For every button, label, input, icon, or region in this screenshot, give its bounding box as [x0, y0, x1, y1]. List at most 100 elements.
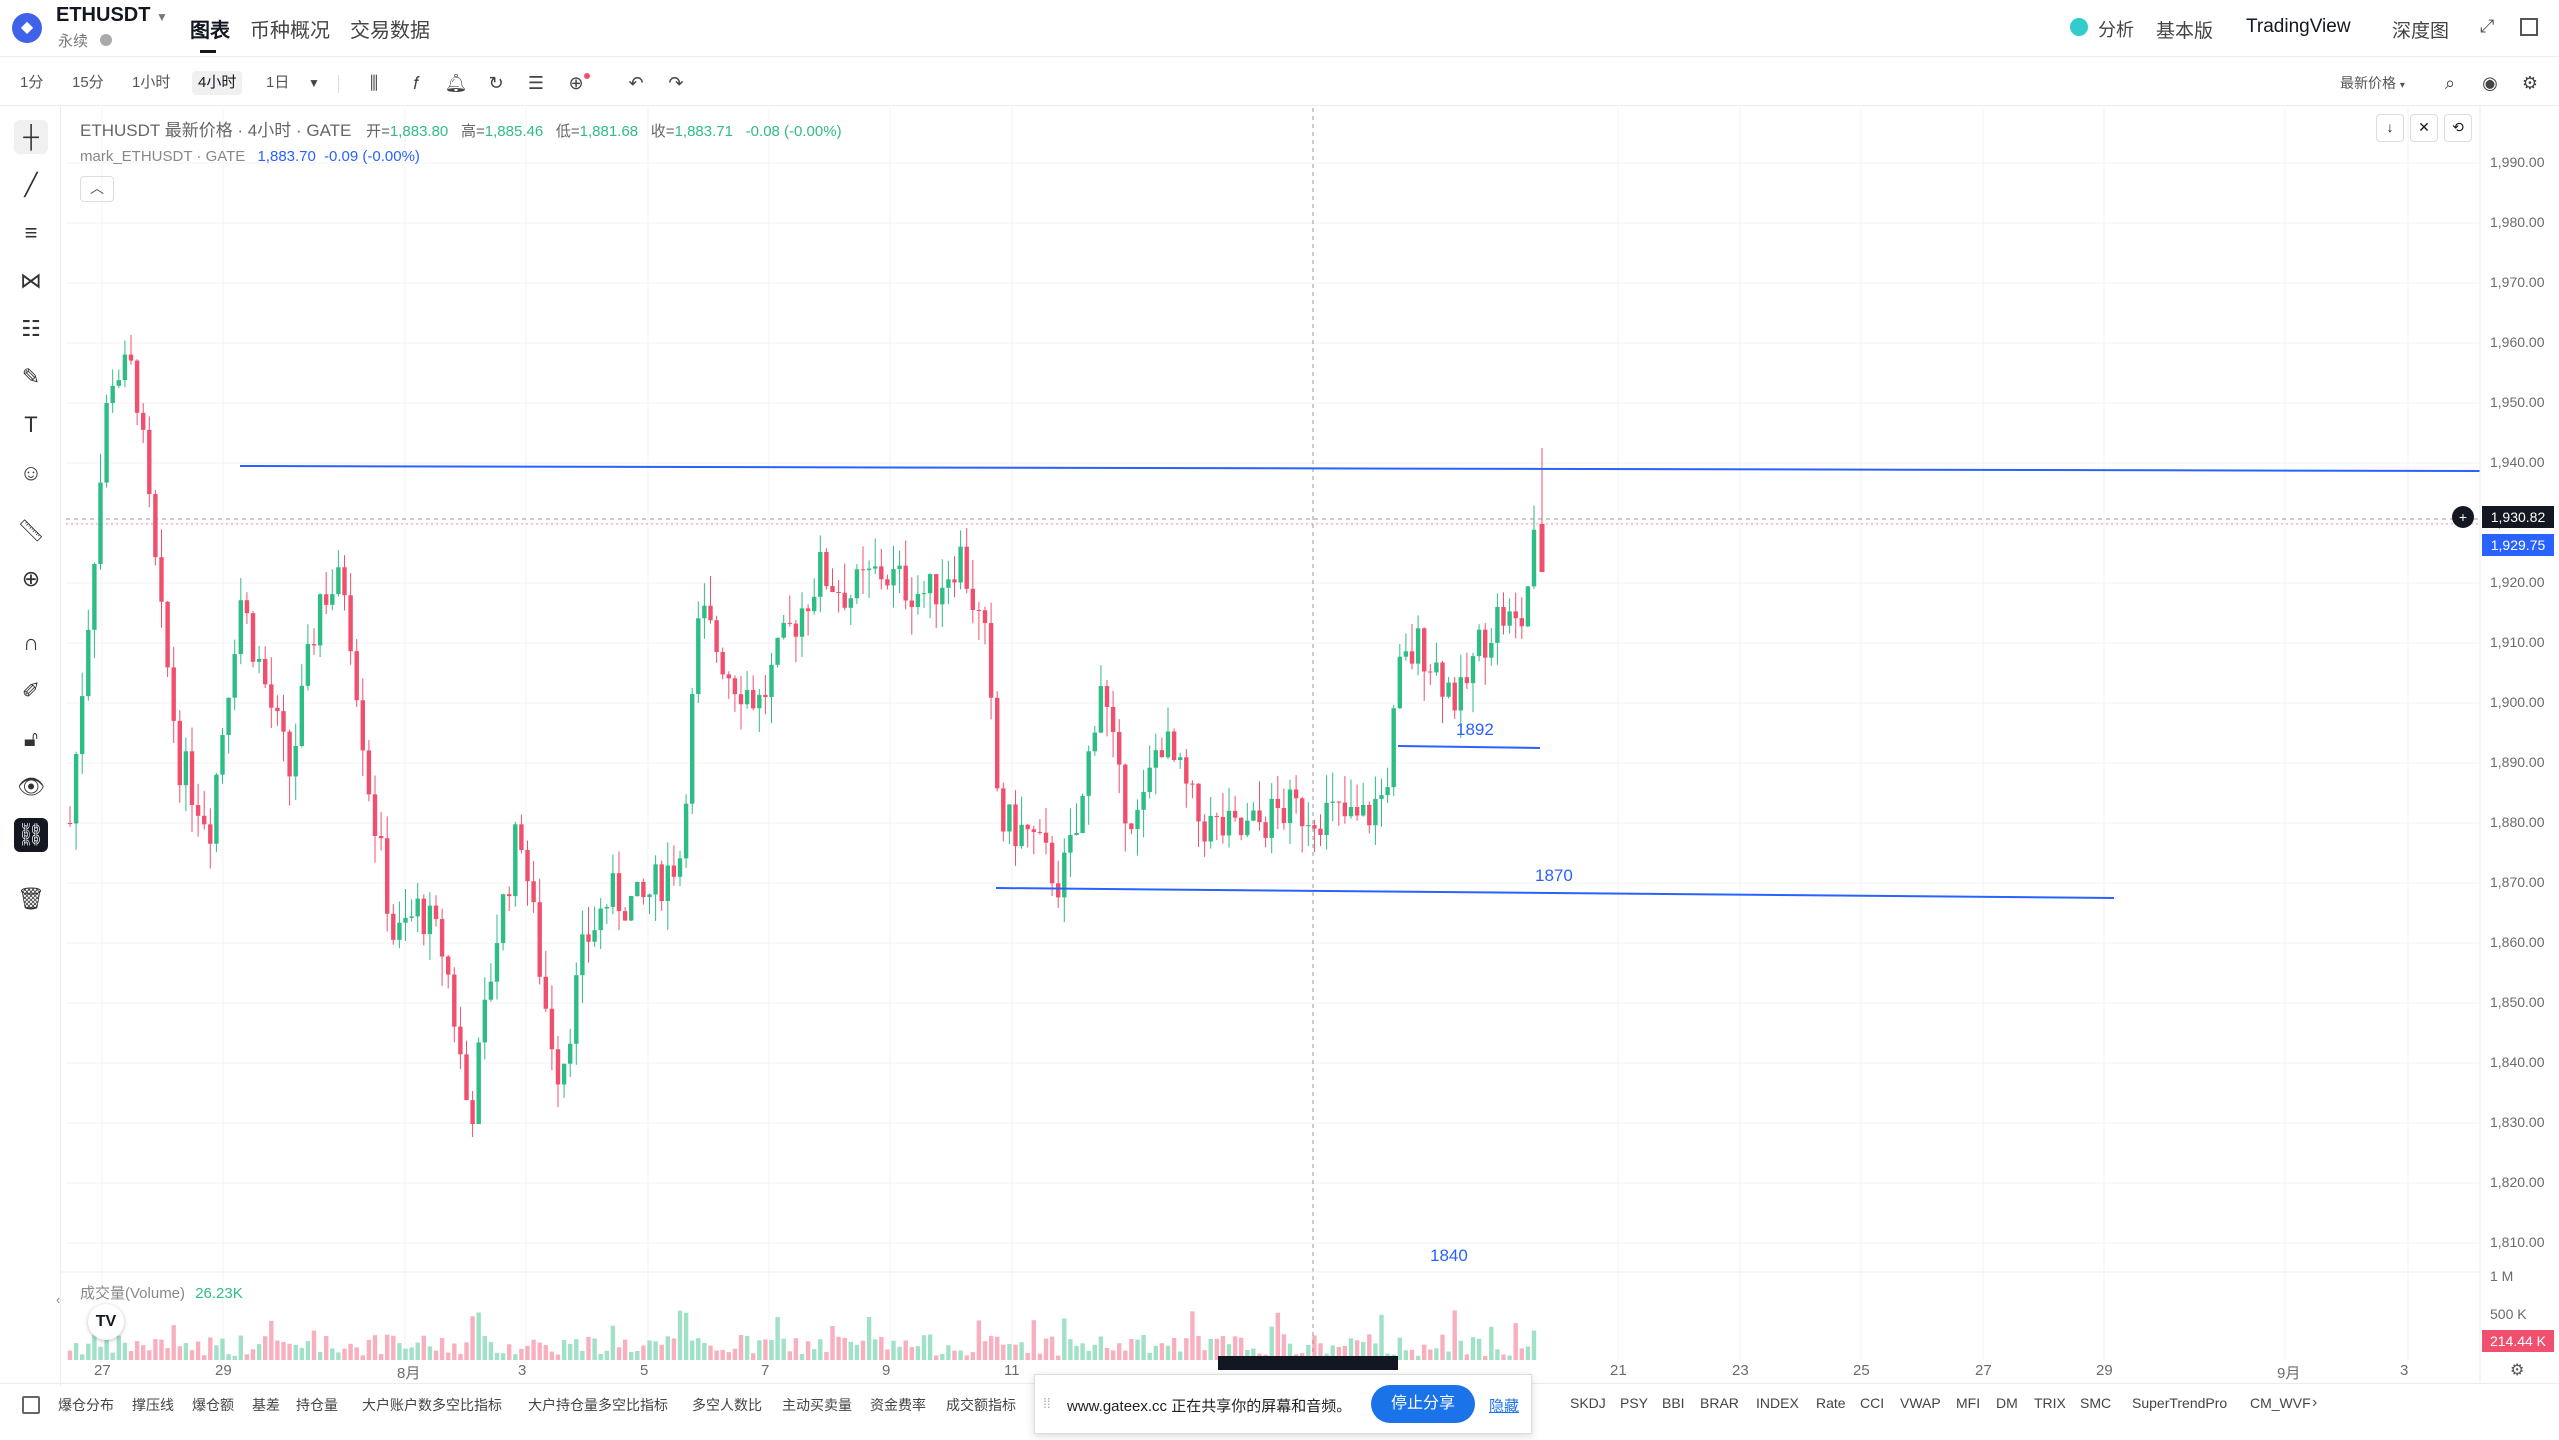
- pattern-icon[interactable]: ⋈: [20, 268, 42, 293]
- interval-1h[interactable]: 1小时: [132, 74, 171, 91]
- crosshair-add-icon[interactable]: +: [2452, 506, 2474, 528]
- analysis-link[interactable]: 分析: [2098, 20, 2134, 40]
- gear-icon[interactable]: ⚙: [2521, 73, 2539, 93]
- indicator-item[interactable]: SMC: [2080, 1395, 2112, 1411]
- indicator-item[interactable]: CCI: [1860, 1395, 1885, 1411]
- indicator-item[interactable]: 大户持仓量多空比指标: [528, 1397, 668, 1413]
- expand-icon[interactable]: ⤢: [2480, 16, 2495, 36]
- indicator-item[interactable]: MFI: [1956, 1395, 1981, 1411]
- scroll-down-icon[interactable]: ↓: [2376, 114, 2404, 142]
- price-chart[interactable]: [61, 106, 2559, 1382]
- volume-bar: [635, 1351, 640, 1360]
- indicator-item[interactable]: 爆仓额: [192, 1397, 234, 1413]
- ruler-icon[interactable]: 📏︎: [17, 518, 45, 543]
- stop-sharing-button[interactable]: 停止分享: [1371, 1385, 1475, 1423]
- candle-body: [1220, 816, 1226, 836]
- indicator-item[interactable]: SKDJ: [1570, 1395, 1606, 1411]
- indicator-item[interactable]: 主动买卖量: [782, 1397, 852, 1413]
- indicator-item[interactable]: INDEX: [1756, 1395, 1799, 1411]
- brush-icon[interactable]: ✎: [21, 364, 41, 389]
- candle-body: [73, 754, 79, 824]
- volume-bar: [458, 1353, 463, 1360]
- hide-banner-link[interactable]: 隐藏: [1489, 1398, 1520, 1415]
- replay-icon[interactable]: ↻: [488, 73, 504, 93]
- candle-body: [604, 906, 609, 909]
- horizontal-lines-icon[interactable]: ≡: [24, 220, 38, 245]
- collapse-legend-button[interactable]: ︿: [80, 176, 114, 202]
- candle-body: [1373, 798, 1378, 826]
- x-axis-label: 27: [1975, 1362, 1992, 1379]
- eye-icon[interactable]: 👁︎: [17, 774, 45, 799]
- collapse-icon[interactable]: ✕: [2410, 114, 2438, 142]
- volume-bar: [854, 1344, 860, 1360]
- indicator-item[interactable]: 爆仓分布: [58, 1397, 114, 1413]
- templates-icon[interactable]: ☰: [527, 73, 545, 93]
- refresh-icon[interactable]: ⟲: [2444, 114, 2472, 142]
- indicator-item[interactable]: BRAR: [1700, 1395, 1739, 1411]
- candle-body: [1422, 628, 1427, 672]
- trend-line-icon[interactable]: ╱: [24, 172, 38, 197]
- camera-icon[interactable]: ◉: [2482, 73, 2498, 93]
- basic-view-link[interactable]: 基本版: [2156, 21, 2214, 42]
- volume-bar: [1519, 1348, 1524, 1360]
- indicator-item[interactable]: 多空人数比: [692, 1397, 762, 1413]
- share-message: www.gateex.cc 正在共享你的屏幕和音频。: [1067, 1398, 1352, 1415]
- tradingview-link[interactable]: TradingView: [2246, 16, 2351, 37]
- interval-1d[interactable]: 1日: [266, 74, 290, 91]
- interval-4h[interactable]: 4小时: [192, 71, 243, 95]
- candlestick-type-icon[interactable]: ⫼: [369, 73, 379, 93]
- tab-coin-overview[interactable]: 币种概况: [250, 20, 330, 42]
- indicator-item[interactable]: BBI: [1662, 1395, 1685, 1411]
- lock-pen-icon[interactable]: ✐: [21, 678, 41, 703]
- tab-chart[interactable]: 图表: [190, 20, 230, 42]
- undo-icon[interactable]: ↶: [628, 73, 644, 93]
- indicator-item[interactable]: 资金费率: [870, 1397, 926, 1413]
- indicator-item[interactable]: 持仓量: [296, 1397, 338, 1413]
- indicator-item[interactable]: SuperTrendPro: [2132, 1395, 2228, 1411]
- candle-body: [476, 1042, 481, 1125]
- indicator-item[interactable]: CM_WVF: [2250, 1395, 2311, 1411]
- price-type-selector[interactable]: 最新价格 ▾: [2334, 71, 2411, 95]
- chevron-down-icon[interactable]: ▼: [308, 76, 320, 90]
- indicator-item[interactable]: TRIX: [2034, 1395, 2066, 1411]
- candle-body: [616, 873, 622, 912]
- indicators-icon[interactable]: 𝑓: [413, 73, 419, 93]
- indicator-item[interactable]: 基差: [252, 1397, 280, 1413]
- volume-bar: [1178, 1351, 1183, 1360]
- volume-bar: [1446, 1351, 1451, 1360]
- indicator-item[interactable]: DM: [1996, 1395, 2018, 1411]
- magnet-icon[interactable]: ∩: [23, 630, 39, 655]
- indicator-item[interactable]: VWAP: [1900, 1395, 1941, 1411]
- trash-icon[interactable]: 🗑︎: [17, 886, 45, 911]
- indicator-item[interactable]: 大户账户数多空比指标: [362, 1397, 502, 1413]
- indicator-item[interactable]: Rate: [1816, 1395, 1846, 1411]
- emoji-icon[interactable]: ☺: [19, 460, 43, 485]
- interval-1m[interactable]: 1分: [20, 74, 44, 91]
- crosshair-icon[interactable]: ┼: [14, 120, 48, 154]
- collapse-volume-icon[interactable]: ‹: [56, 1292, 61, 1307]
- redo-icon[interactable]: ↷: [668, 73, 684, 93]
- indicator-item[interactable]: PSY: [1620, 1395, 1649, 1411]
- window-icon[interactable]: [2520, 18, 2538, 36]
- lock-icon[interactable]: 🔓︎: [23, 726, 39, 751]
- gear-icon[interactable]: ⚙: [2510, 1362, 2525, 1379]
- compare-icon[interactable]: ⊕: [568, 73, 584, 93]
- depth-chart-link[interactable]: 深度图: [2392, 21, 2450, 42]
- chevron-right-icon[interactable]: ›: [2312, 1394, 2318, 1411]
- calendar-icon[interactable]: [22, 1396, 40, 1414]
- drag-handle-icon[interactable]: ⁞⁞: [1043, 1395, 1051, 1411]
- search-icon[interactable]: ⌕: [2444, 73, 2456, 93]
- text-icon[interactable]: T: [24, 412, 38, 437]
- tab-trade-data[interactable]: 交易数据: [350, 20, 430, 42]
- link-icon[interactable]: ⛓: [14, 818, 48, 852]
- candle-body: [665, 865, 670, 902]
- volume-bar: [842, 1337, 847, 1360]
- symbol-selector[interactable]: ETHUSDT ▼: [56, 4, 168, 27]
- indicator-item[interactable]: 成交额指标: [946, 1397, 1016, 1413]
- alert-icon[interactable]: 🔔︎: [444, 73, 468, 93]
- interval-15m[interactable]: 15分: [72, 74, 104, 91]
- candle-body: [269, 684, 274, 708]
- zoom-in-icon[interactable]: ⊕: [21, 566, 41, 591]
- indicator-item[interactable]: 撑压线: [132, 1397, 174, 1413]
- fib-icon[interactable]: ☷: [21, 316, 41, 341]
